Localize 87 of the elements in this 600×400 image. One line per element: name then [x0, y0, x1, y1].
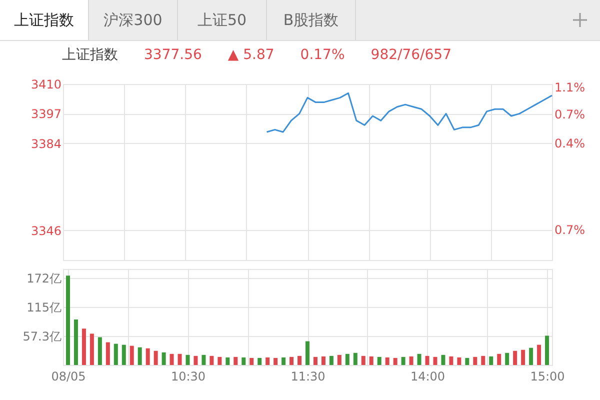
bar	[505, 352, 510, 365]
x-tick-label: 14:00	[410, 370, 446, 384]
bar	[122, 344, 126, 365]
bar	[497, 354, 502, 365]
y2-tick-label: 0.7%	[554, 107, 585, 122]
y2-tick-label: 0.4%	[554, 136, 585, 151]
bar	[90, 334, 94, 365]
text: 3377.56	[144, 47, 202, 63]
bar	[369, 356, 374, 365]
bar	[130, 346, 134, 365]
text: 沪深300	[89, 0, 178, 40]
bar	[353, 352, 358, 365]
bar	[433, 356, 438, 365]
bar	[266, 357, 270, 365]
bar	[337, 354, 342, 365]
bar	[242, 357, 246, 365]
bar	[106, 342, 110, 365]
bar	[361, 356, 366, 365]
y2-tick-label: 1.1%	[554, 80, 585, 95]
bar	[226, 357, 230, 365]
bar	[401, 356, 406, 365]
y-tick-label: 3397	[30, 107, 62, 122]
bar	[409, 356, 414, 365]
bar	[306, 341, 310, 365]
text: B股指数	[267, 0, 356, 40]
bar	[290, 356, 294, 365]
y-tick-label: 172亿	[26, 272, 62, 286]
text: ▲ 5.87	[228, 47, 274, 63]
bar	[258, 358, 262, 365]
bar	[234, 356, 238, 365]
bar	[473, 356, 478, 365]
bar	[178, 354, 182, 365]
bar	[425, 356, 430, 365]
bar	[481, 356, 486, 365]
bar	[449, 356, 454, 365]
bar	[393, 358, 398, 365]
y-tick-label: 3410	[30, 78, 62, 92]
bar	[282, 357, 286, 365]
bar	[513, 350, 518, 365]
bar	[465, 358, 470, 365]
bar	[210, 356, 214, 365]
bar	[385, 357, 390, 365]
text: 982/76/657	[370, 47, 452, 63]
bar	[74, 320, 78, 365]
x-tick-label: 10:30	[170, 370, 206, 384]
bar	[521, 350, 526, 365]
bar	[345, 354, 350, 365]
bar	[545, 336, 549, 365]
x-tick-label: 08/05	[51, 370, 86, 384]
bar	[298, 356, 302, 365]
x-tick-label: 15:00	[530, 370, 565, 384]
bar	[82, 328, 86, 365]
text: 上证50	[178, 0, 267, 40]
y2-tick-label: 0.7%	[554, 222, 585, 237]
bar	[274, 358, 278, 365]
x-tick-label: 11:30	[290, 370, 326, 384]
bar	[66, 276, 70, 365]
bar	[529, 348, 534, 365]
bar	[98, 337, 102, 365]
bar	[170, 354, 174, 365]
y-tick-label: 3384	[30, 136, 62, 151]
bar	[154, 350, 158, 365]
bar	[138, 347, 142, 365]
text: 0.17%	[300, 47, 345, 63]
line-series	[266, 92, 553, 133]
chart-title: 上证指数	[62, 46, 118, 64]
bar	[321, 356, 326, 365]
bar	[329, 356, 334, 365]
bar	[162, 352, 166, 365]
bar	[457, 357, 462, 365]
bar	[250, 358, 254, 365]
bar	[441, 354, 446, 365]
bar	[489, 356, 494, 365]
y-tick-label: 115亿	[26, 300, 62, 314]
bar	[377, 356, 382, 365]
bar	[194, 356, 198, 365]
bar	[313, 356, 318, 365]
bar	[186, 354, 190, 365]
text: 上证指数	[0, 0, 89, 40]
y-tick-label: 57.3亿	[22, 330, 62, 344]
bar	[114, 344, 118, 365]
bar	[417, 354, 422, 365]
bar	[146, 348, 150, 365]
y-tick-label: 3346	[30, 224, 62, 238]
bar	[218, 356, 222, 365]
bar	[202, 354, 206, 365]
bar	[537, 344, 542, 365]
